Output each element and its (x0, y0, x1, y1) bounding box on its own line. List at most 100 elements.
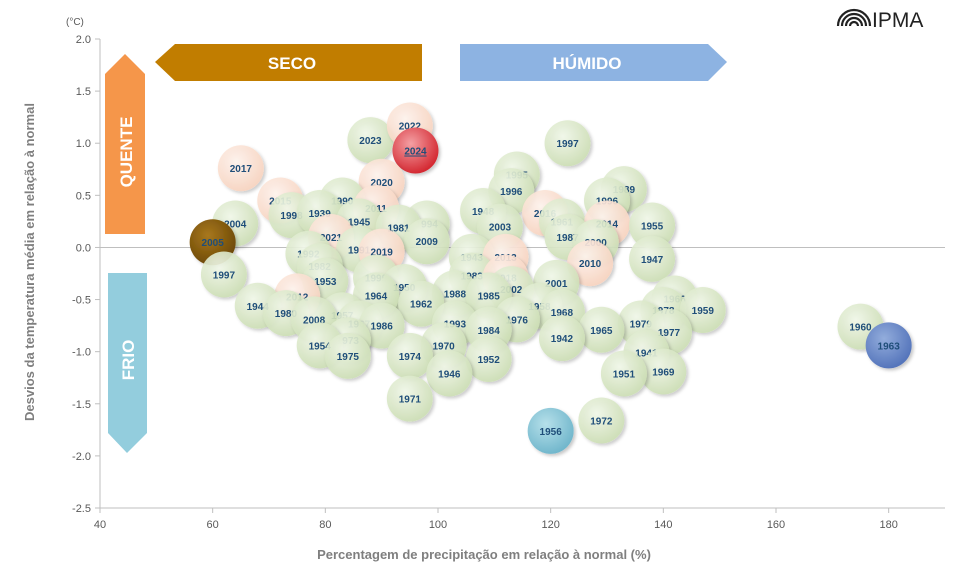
bubble-circle (200, 251, 247, 298)
bubble-label: 1959 (692, 306, 715, 317)
bubble-label: 1972 (590, 416, 613, 427)
bubble-1942: 1942 (538, 315, 585, 362)
bubble-label: 1977 (658, 328, 681, 339)
bubble-label: 1945 (348, 217, 371, 228)
bubble-label: 1996 (500, 187, 523, 198)
bubble-label: 1954 (309, 341, 332, 352)
bubble-label: 1952 (478, 355, 501, 366)
bubble-1959: 1959 (679, 286, 726, 333)
bubble-2023: 2023 (347, 117, 394, 164)
bubble-label: 1939 (309, 209, 332, 220)
bubble-label: 1997 (556, 139, 579, 150)
bubble-1956: 1956 (527, 407, 574, 454)
frio-band: FRIO (108, 273, 147, 453)
ipma-logo-icon (836, 8, 872, 27)
bubble-label: 1953 (314, 277, 337, 288)
bubble-label: 2021 (320, 233, 343, 244)
bubble-1946: 1946 (426, 350, 473, 397)
bubble-circle (527, 407, 574, 454)
bubble-1997: 1997 (544, 120, 591, 167)
bubble-label: 1980 (275, 309, 298, 320)
quente-arrow-shape (105, 54, 145, 234)
bubble-label: 1975 (337, 352, 360, 363)
bubble-label: 2005 (202, 238, 225, 249)
bubble-label: 1960 (849, 323, 872, 334)
quente-band-label: QUENTE (117, 117, 136, 188)
bubble-label: 1964 (365, 291, 388, 302)
bubble-label: 1986 (371, 322, 394, 333)
bubble-label: 1946 (438, 370, 461, 381)
bubble-circle (629, 235, 676, 282)
bubble-label: 2023 (359, 136, 382, 147)
bubble-label: 1988 (444, 289, 467, 300)
bubble-circle (386, 332, 433, 379)
seco-band-label: SECO (268, 54, 316, 73)
bubble-label: 1984 (478, 326, 501, 337)
bubble-label: 1976 (506, 315, 529, 326)
bubble-circle (347, 117, 394, 164)
bubble-1962: 1962 (398, 280, 445, 327)
bubble-label: 1956 (540, 427, 563, 438)
x-tick-label: 120 (541, 519, 559, 531)
bubble-label: 1985 (478, 291, 501, 302)
bubble-label: 1941 (635, 349, 658, 360)
bubble-1997: 1997 (200, 251, 247, 298)
bubble-circle (567, 240, 614, 287)
x-tick-label: 80 (319, 519, 331, 531)
bubble-label: 1947 (641, 255, 664, 266)
bubble-circle (465, 335, 512, 382)
bubble-circle (217, 145, 264, 192)
bubble-1975: 1975 (324, 332, 371, 379)
bubble-circle (403, 218, 450, 265)
x-tick-label: 180 (879, 519, 897, 531)
seco-band: SECO (155, 44, 422, 81)
bubble-label: 1969 (652, 367, 675, 378)
bubble-label: 2002 (500, 285, 523, 296)
bubble-circle (426, 350, 473, 397)
bubble-1947: 1947 (629, 235, 676, 282)
y-tick-label: 0.5 (76, 190, 91, 202)
bubble-2009: 2009 (403, 218, 450, 265)
y-tick-label: -1.0 (72, 347, 91, 359)
y-tick-label: -2.5 (72, 503, 91, 515)
y-tick-label: 2.0 (76, 34, 91, 46)
bubble-label: 1993 (444, 320, 467, 331)
axes: 40 60 80 100 120 140 160 180 2.0 1.5 1.0 0.5 0.0 -0.5… (72, 34, 945, 531)
y-tick-label: -2.0 (72, 451, 91, 463)
bubble-label: 1983 (461, 272, 484, 283)
bubble-circle (398, 280, 445, 327)
bubble-2024: 2024 (392, 127, 439, 174)
bubble-label: 2004 (224, 219, 247, 230)
y-axis-title: Desvios da temperatura média em relação … (22, 103, 37, 421)
bubble-circle (679, 286, 726, 333)
bubble-1951: 1951 (600, 350, 647, 397)
bubble-circle (544, 120, 591, 167)
bubble-label: 2019 (371, 248, 394, 259)
bubble-1965: 1965 (578, 306, 625, 353)
y-tick-label: 1.0 (76, 138, 91, 150)
x-tick-label: 40 (94, 519, 106, 531)
bubble-circle (629, 202, 676, 249)
bubble-circle (578, 306, 625, 353)
bubble-label: 1965 (590, 326, 613, 337)
bubble-circle (324, 332, 371, 379)
y-axis-unit: (°C) (66, 17, 84, 28)
bubble-circle (578, 397, 625, 444)
x-tick-label: 100 (429, 519, 447, 531)
bubble-label: 2009 (416, 237, 439, 248)
seco-arrow-shape (155, 44, 422, 81)
bubble-label: 1970 (433, 341, 456, 352)
frio-band-label: FRIO (119, 340, 138, 381)
bubble-circle (392, 127, 439, 174)
y-tick-label: 1.5 (76, 86, 91, 98)
y-tick-label: -0.5 (72, 295, 91, 307)
y-tick-label: -1.5 (72, 399, 91, 411)
x-tick-label: 160 (767, 519, 785, 531)
bubble-1955: 1955 (629, 202, 676, 249)
ipma-logo-text: IPMA (872, 9, 923, 32)
bubble-label: 2003 (489, 223, 512, 234)
bubble-label: 2008 (303, 315, 326, 326)
bubble-circle (386, 375, 433, 422)
humido-band: HÚMIDO (460, 44, 727, 81)
bubble-label: 1942 (551, 334, 574, 345)
